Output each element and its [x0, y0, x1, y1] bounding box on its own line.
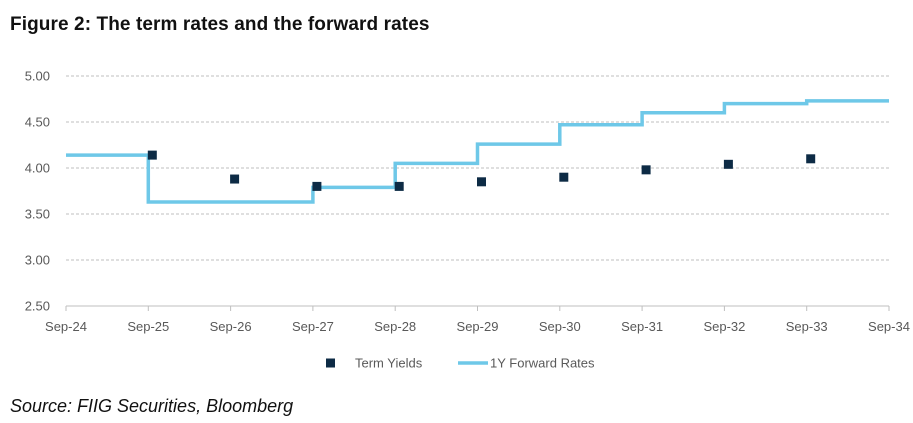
term-yield-marker	[641, 165, 651, 175]
x-tick-label: Sep-26	[210, 319, 252, 334]
term-yield-marker	[147, 150, 157, 160]
term-yield-marker	[312, 181, 322, 191]
x-tick-label: Sep-31	[621, 319, 663, 334]
chart-source-note: Source: FIIG Securities, Bloomberg	[10, 396, 294, 416]
gridlines	[66, 75, 889, 261]
x-tick-label: Sep-24	[45, 319, 87, 334]
x-tick-label: Sep-33	[786, 319, 828, 334]
forward-rates-line	[66, 99, 889, 204]
x-tick-label: Sep-32	[703, 319, 745, 334]
chart-title: Figure 2: The term rates and the forward…	[10, 14, 430, 35]
term-yield-marker	[559, 172, 569, 182]
term-yield-marker	[477, 177, 486, 187]
term-yields-series	[147, 150, 816, 191]
x-tick-label: Sep-30	[539, 319, 581, 334]
x-tick-label: Sep-28	[374, 319, 416, 334]
y-tick-label: 2.50	[25, 299, 50, 314]
chart-legend: Term Yields 1Y Forward Rates	[326, 356, 595, 371]
legend-term-yields-swatch	[326, 358, 335, 368]
y-tick-label: 3.00	[25, 253, 50, 268]
x-tick-label: Sep-25	[127, 319, 169, 334]
legend-term-yields-label: Term Yields	[355, 356, 423, 371]
forward-rates-series	[66, 99, 889, 204]
term-yield-marker	[230, 174, 240, 184]
y-axis-tick-labels: 5.00 4.50 4.00 3.50 3.00 2.50	[25, 69, 50, 314]
x-axis: Sep-24 Sep-25 Sep-26 Sep-27 Sep-28 Sep-29 Sep-…	[45, 305, 910, 334]
term-yield-marker	[394, 181, 404, 191]
x-tick-label: Sep-29	[457, 319, 499, 334]
x-tick-label: Sep-34	[868, 319, 910, 334]
term-yield-marker	[723, 159, 733, 169]
legend-forward-rates-label: 1Y Forward Rates	[490, 356, 595, 371]
y-tick-label: 3.50	[25, 207, 50, 222]
y-tick-label: 4.00	[25, 161, 50, 176]
term-yield-marker	[806, 154, 816, 164]
y-tick-label: 5.00	[25, 69, 50, 84]
y-tick-label: 4.50	[25, 115, 50, 130]
x-tick-label: Sep-27	[292, 319, 334, 334]
